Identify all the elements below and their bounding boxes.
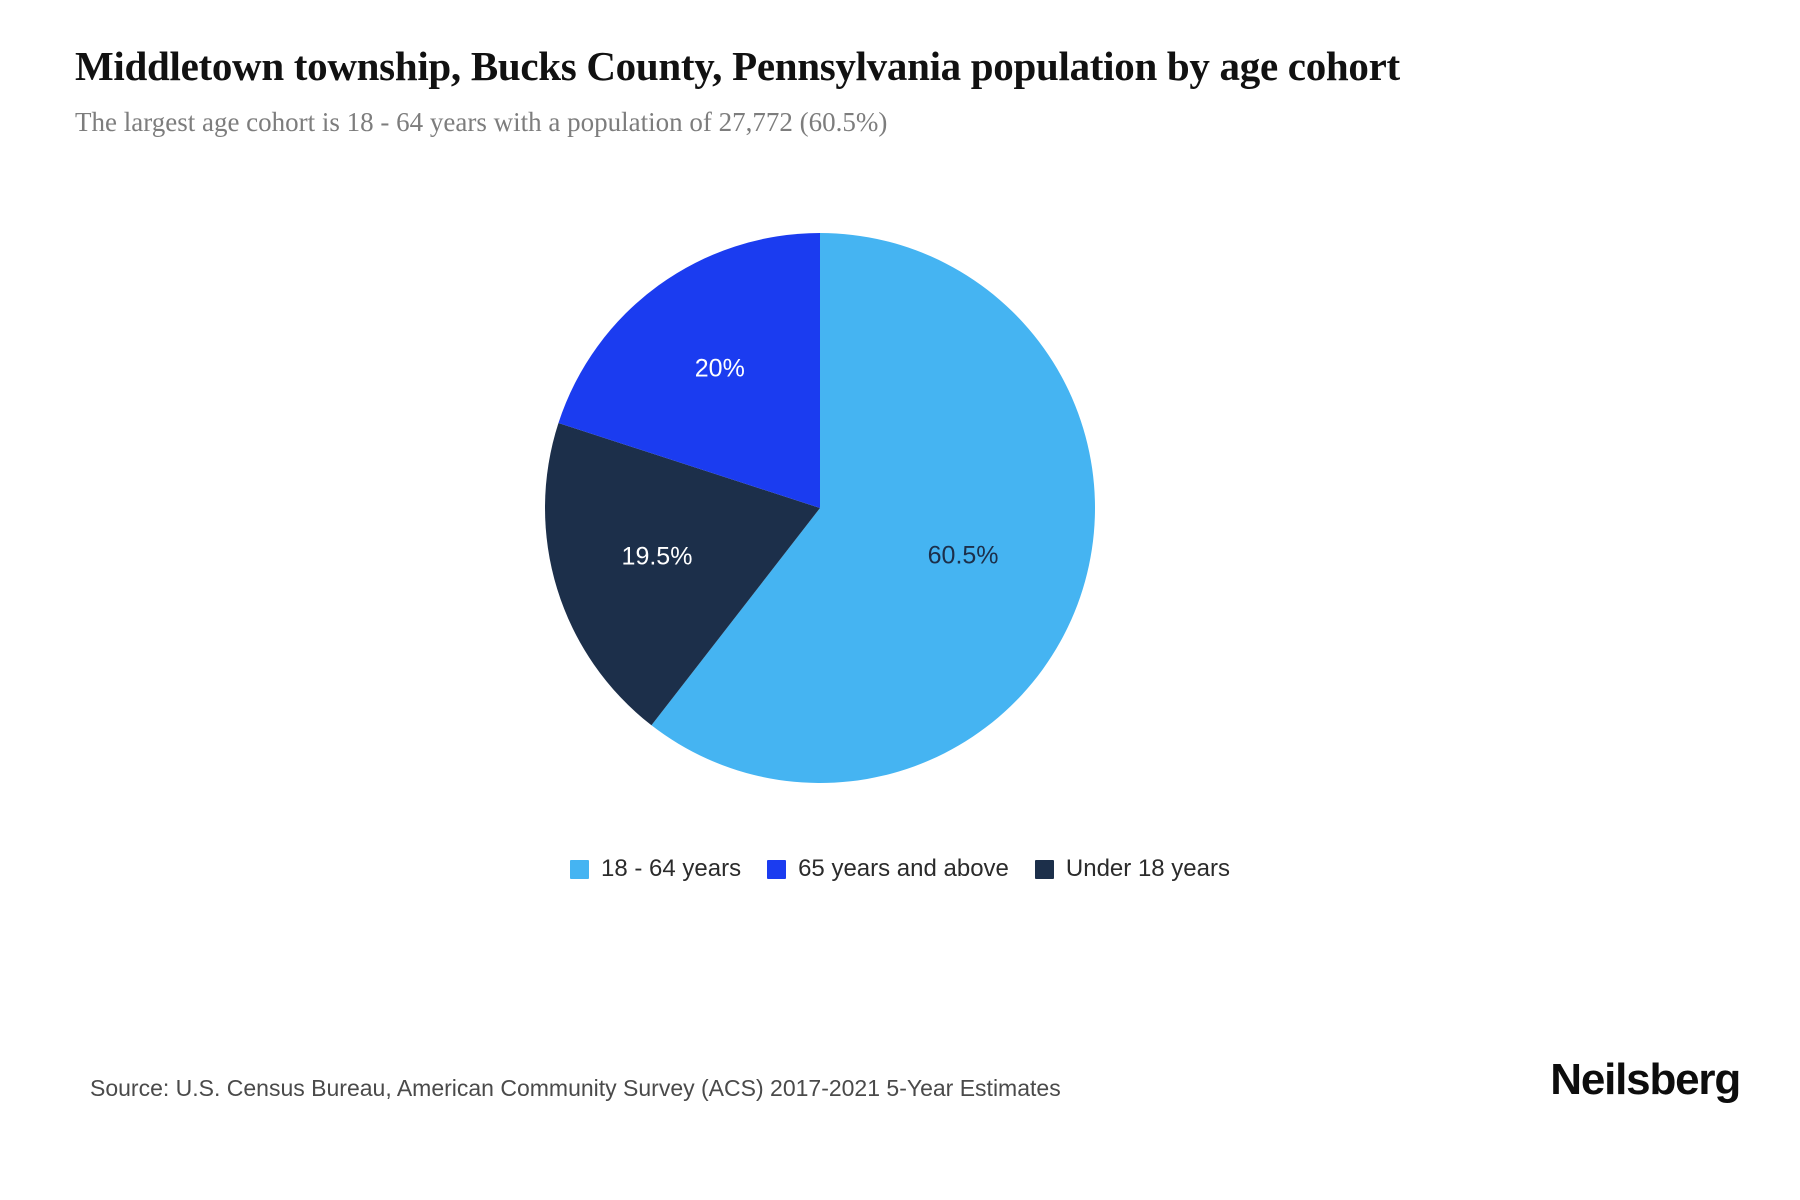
pie-slice[interactable] bbox=[651, 233, 1095, 783]
legend-item-label: 65 years and above bbox=[798, 855, 1009, 882]
pie-chart[interactable]: 60.5% 19.5% 20% bbox=[545, 233, 1095, 783]
page-title: Middletown township, Bucks County, Penns… bbox=[75, 43, 1400, 89]
pie-label-group: 60.5% 19.5% 20% bbox=[622, 355, 999, 571]
pie-slice[interactable] bbox=[558, 233, 820, 508]
source-note: Source: U.S. Census Bureau, American Com… bbox=[90, 1075, 1061, 1101]
legend-item-label: Under 18 years bbox=[1065, 855, 1230, 882]
pie-slice-group bbox=[545, 233, 1095, 783]
legend-swatch-icon bbox=[767, 859, 787, 879]
neilsberg-logo: Neilsberg bbox=[1550, 1055, 1741, 1104]
legend-item[interactable]: 18 - 64 years bbox=[570, 855, 741, 883]
chart-subtitle: The largest age cohort is 18 - 64 years … bbox=[75, 106, 888, 137]
chart-header: Middletown township, Bucks County, Penns… bbox=[75, 43, 1775, 138]
chart-legend: 18 - 64 years 65 years and above Under 18 … bbox=[0, 855, 1800, 883]
legend-swatch-icon bbox=[1034, 859, 1054, 879]
legend-item[interactable]: 65 years and above bbox=[767, 855, 1009, 883]
legend-item-label: 18 - 64 years bbox=[601, 855, 742, 882]
pie-slice-label: 20% bbox=[695, 355, 745, 383]
legend-swatch-icon bbox=[570, 859, 589, 879]
pie-slice-label: 19.5% bbox=[622, 543, 693, 571]
legend-item[interactable]: Under 18 years bbox=[1034, 855, 1230, 883]
pie-slice[interactable] bbox=[545, 423, 820, 726]
pie-slice-label: 60.5% bbox=[928, 542, 999, 570]
